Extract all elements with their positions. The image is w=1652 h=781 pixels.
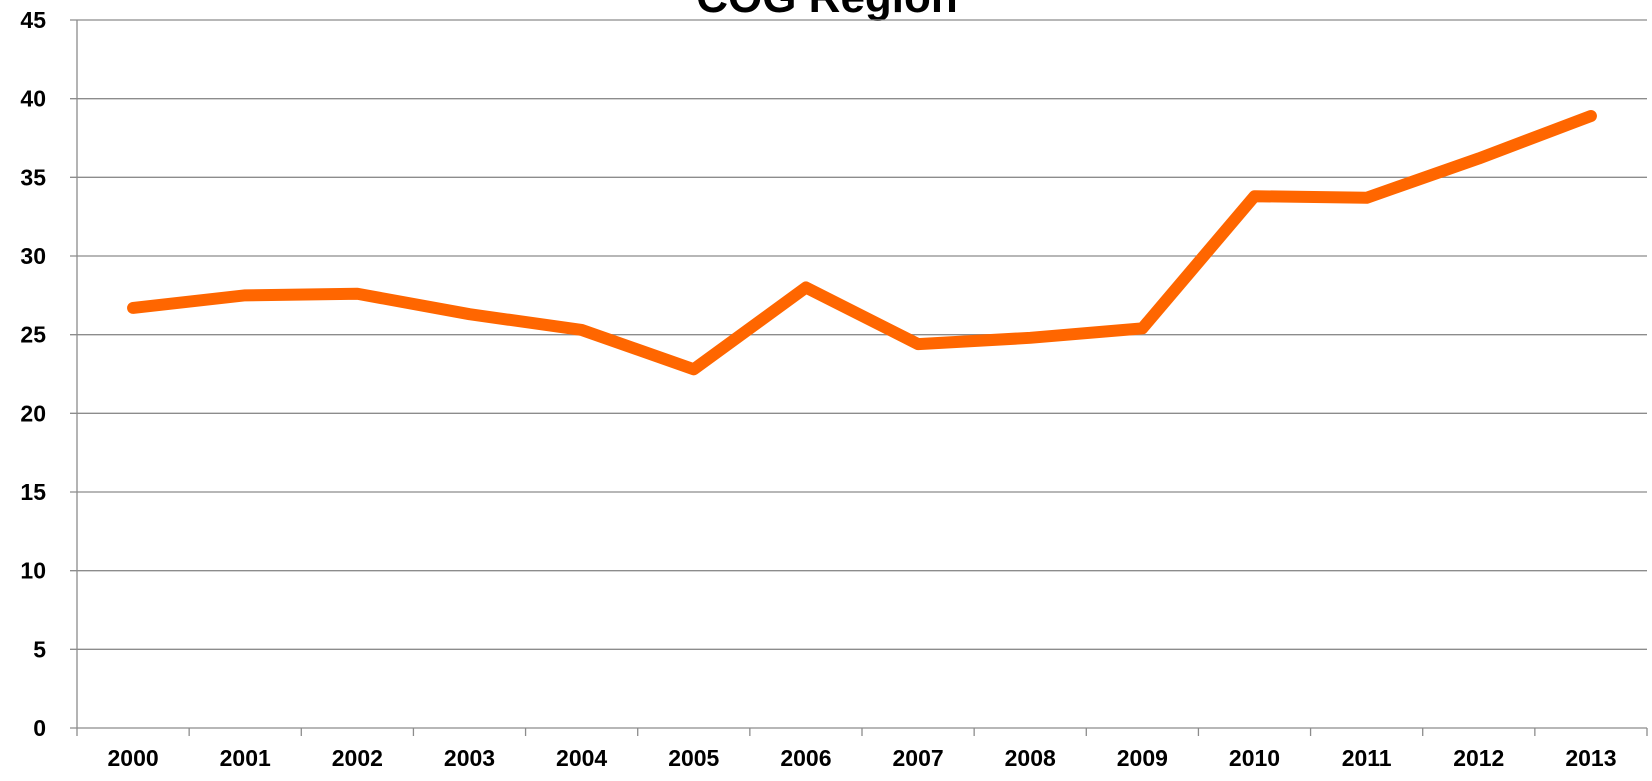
y-tick-label: 15 xyxy=(20,479,46,505)
x-tick-label: 2013 xyxy=(1565,745,1616,771)
x-tick-label: 2006 xyxy=(780,745,831,771)
y-tick-label: 40 xyxy=(20,86,46,112)
x-tick-label: 2001 xyxy=(220,745,271,771)
x-tick-label: 2004 xyxy=(556,745,607,771)
x-tick-label: 2002 xyxy=(332,745,383,771)
chart-title: COG Region xyxy=(696,0,958,22)
x-tick-label: 2003 xyxy=(444,745,495,771)
x-tick-label: 2011 xyxy=(1342,745,1392,771)
y-tick-label: 45 xyxy=(20,7,46,33)
x-tick-label: 2008 xyxy=(1005,745,1056,771)
y-tick-label: 25 xyxy=(20,322,46,348)
x-tick-label: 2000 xyxy=(107,745,158,771)
x-tick-label: 2005 xyxy=(668,745,719,771)
data-line xyxy=(127,109,1597,376)
y-tick-label: 10 xyxy=(20,558,46,584)
x-tick-label: 2010 xyxy=(1229,745,1280,771)
y-tick-label: 35 xyxy=(20,164,46,190)
x-tick-label: 2007 xyxy=(892,745,943,771)
y-tick-label: 5 xyxy=(33,636,46,662)
y-tick-label: 20 xyxy=(20,400,46,426)
y-tick-label: 0 xyxy=(33,715,46,741)
x-tick-label: 2009 xyxy=(1117,745,1168,771)
x-tick-label: 2012 xyxy=(1453,745,1504,771)
y-tick-label: 30 xyxy=(20,243,46,269)
